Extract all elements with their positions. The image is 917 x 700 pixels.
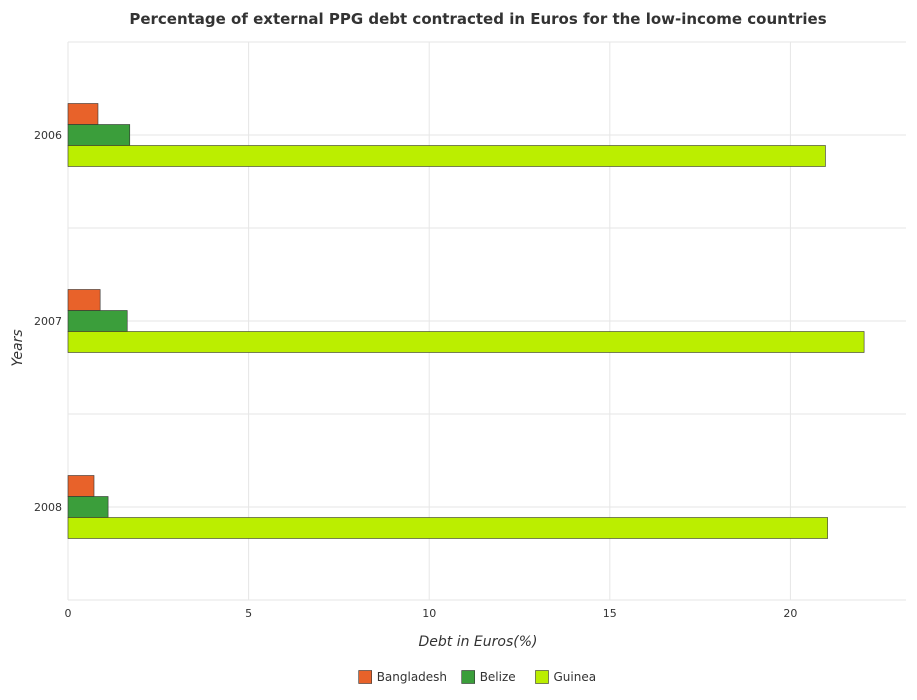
- bar-belize-2008: [67, 496, 109, 518]
- y-axis-label: Years: [10, 329, 26, 366]
- bars: [67, 103, 865, 539]
- x-tick-label-1: 5: [245, 607, 252, 620]
- x-tick-labels: 0 5 10 15 20: [65, 607, 798, 620]
- bar-guinea-2007: [67, 331, 865, 353]
- x-axis-label: Debt in Euros(%): [419, 634, 538, 650]
- x-tick-label-3: 15: [603, 607, 617, 620]
- legend-label-belize: Belize: [480, 670, 516, 684]
- y-tick-label-2006: 2006: [34, 129, 62, 142]
- legend-swatch-belize: [461, 670, 476, 684]
- legend-label-guinea: Guinea: [554, 670, 597, 684]
- y-tick-label-2008: 2008: [34, 501, 62, 514]
- bar-bangladesh-2008: [67, 475, 95, 497]
- bar-belize-2006: [67, 124, 131, 146]
- x-tick-label-2: 10: [422, 607, 436, 620]
- x-tick-label-0: 0: [65, 607, 72, 620]
- y-tick-label-2007: 2007: [34, 315, 62, 328]
- bar-belize-2007: [67, 310, 128, 332]
- bar-guinea-2008: [67, 517, 828, 539]
- legend-label-bangladesh: Bangladesh: [377, 670, 447, 684]
- legend-swatch-bangladesh: [358, 670, 373, 684]
- x-tick-label-4: 20: [783, 607, 797, 620]
- grid: [67, 41, 906, 601]
- chart-title: Percentage of external PPG debt contract…: [129, 10, 826, 28]
- legend: Bangladesh Belize Guinea: [358, 670, 597, 684]
- bar-guinea-2006: [67, 145, 826, 167]
- y-tick-labels: 2006 2007 2008: [34, 129, 62, 514]
- bar-bangladesh-2007: [67, 289, 101, 311]
- bar-bangladesh-2006: [67, 103, 99, 125]
- legend-swatch-guinea: [535, 670, 549, 684]
